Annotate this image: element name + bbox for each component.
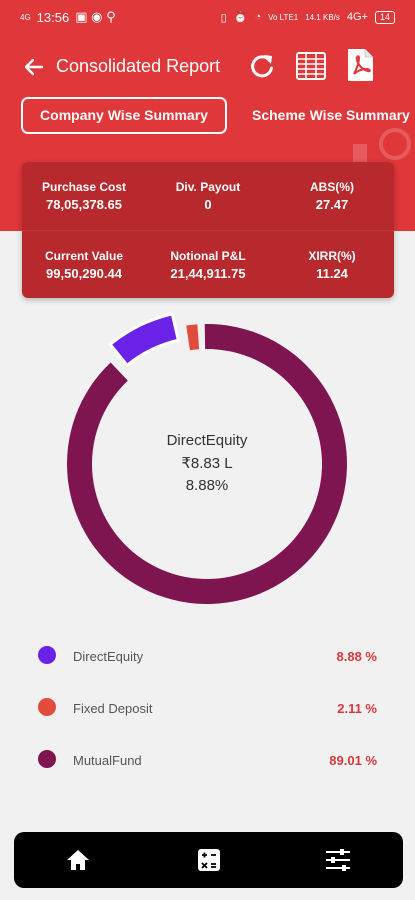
allocation-donut-chart[interactable] [0, 300, 415, 620]
pdf-icon[interactable] [345, 48, 375, 82]
metric-label: Purchase Cost [41, 180, 127, 194]
slice-fixed-deposit[interactable] [186, 324, 200, 351]
legend-dot [38, 698, 56, 716]
legend-item-mutual-fund[interactable]: MutualFund 89.01 % [0, 744, 415, 774]
metric-notional-pl: Notional P&L 21,44,911.75 [146, 249, 270, 281]
vibrate-icon: ▯ [220, 11, 227, 24]
legend-item-direct-equity[interactable]: DirectEquity 8.88 % [0, 640, 415, 670]
carrier-label: Vo LTE1 [268, 12, 299, 22]
alarm-icon: ⏰ [233, 11, 248, 24]
refresh-icon[interactable] [248, 52, 276, 80]
donut-center-name: DirectEquity [166, 432, 248, 449]
metric-abs: ABS(%) 27.47 [270, 180, 394, 212]
metric-value: 99,50,290.44 [46, 266, 122, 281]
home-icon[interactable] [64, 846, 92, 874]
legend-percent: 89.01 % [329, 753, 377, 768]
legend-percent: 8.88 % [336, 649, 377, 664]
donut-center-percent: 8.88% [185, 477, 229, 494]
metric-label: ABS(%) [310, 180, 354, 194]
legend-label: DirectEquity [73, 649, 144, 664]
sliders-icon[interactable] [324, 846, 352, 874]
tab-bar: Company Wise Summary Scheme Wise Summary [0, 97, 415, 137]
app-bar: Consolidated Report [0, 42, 415, 92]
notification-icon: ▣ ◉ ⚲ [75, 9, 116, 24]
metric-purchase-cost: Purchase Cost 78,05,378.65 [22, 180, 146, 212]
spreadsheet-icon[interactable] [296, 52, 326, 80]
slice-direct-equity[interactable] [108, 312, 180, 367]
donut-center-label: DirectEquity ₹8.83 L 8.88% [107, 432, 307, 494]
metric-value: 11.24 [316, 266, 348, 281]
summary-row-1: Purchase Cost 78,05,378.65 Div. Payout 0… [22, 180, 394, 212]
legend-dot [38, 646, 56, 664]
metric-value: 27.47 [315, 197, 349, 212]
page-title: Consolidated Report [56, 56, 221, 76]
tab-company-wise-summary[interactable]: Company Wise Summary [21, 97, 227, 134]
legend-percent: 2.11 % [337, 701, 377, 716]
metric-label: Current Value [44, 249, 124, 263]
metric-value: 21,44,911.75 [170, 266, 246, 281]
metric-div-payout: Div. Payout 0 [146, 180, 270, 212]
legend-item-fixed-deposit[interactable]: Fixed Deposit 2.11 % [0, 692, 415, 722]
summary-row-2: Current Value 99,50,290.44 Notional P&L … [22, 249, 394, 281]
summary-card: Purchase Cost 78,05,378.65 Div. Payout 0… [22, 162, 394, 298]
status-bar: 4G 13:56 ▣ ◉ ⚲ ▯ ⏰ ◔ Vo LTE1 14.1 KB/s 4… [0, 0, 415, 34]
battery-indicator: 14 [374, 10, 395, 24]
bottom-navigation [14, 832, 403, 888]
arrow-left-icon[interactable] [22, 52, 46, 82]
metric-label: XIRR(%) [308, 249, 356, 263]
metric-xirr: XIRR(%) 11.24 [270, 249, 394, 281]
tab-scheme-wise-summary[interactable]: Scheme Wise Summary [252, 107, 410, 123]
signal-indicator: 4G [20, 12, 31, 22]
summary-divider [22, 230, 394, 231]
legend-dot [38, 750, 56, 768]
wifi-icon: ◔ [254, 11, 262, 23]
status-time: 13:56 [36, 9, 70, 25]
metric-label: Div. Payout [175, 180, 241, 194]
legend-label: MutualFund [73, 753, 142, 768]
metric-value: 78,05,378.65 [46, 197, 122, 212]
metric-current-value: Current Value 99,50,290.44 [22, 249, 146, 281]
network-type: 4G+ [346, 11, 368, 23]
network-speed: 14.1 KB/s [305, 12, 340, 22]
legend-label: Fixed Deposit [73, 701, 153, 716]
metric-label: Notional P&L [170, 249, 246, 263]
calculator-icon[interactable] [195, 846, 223, 874]
donut-center-value: ₹8.83 L [181, 455, 233, 472]
metric-value: 0 [204, 197, 212, 212]
